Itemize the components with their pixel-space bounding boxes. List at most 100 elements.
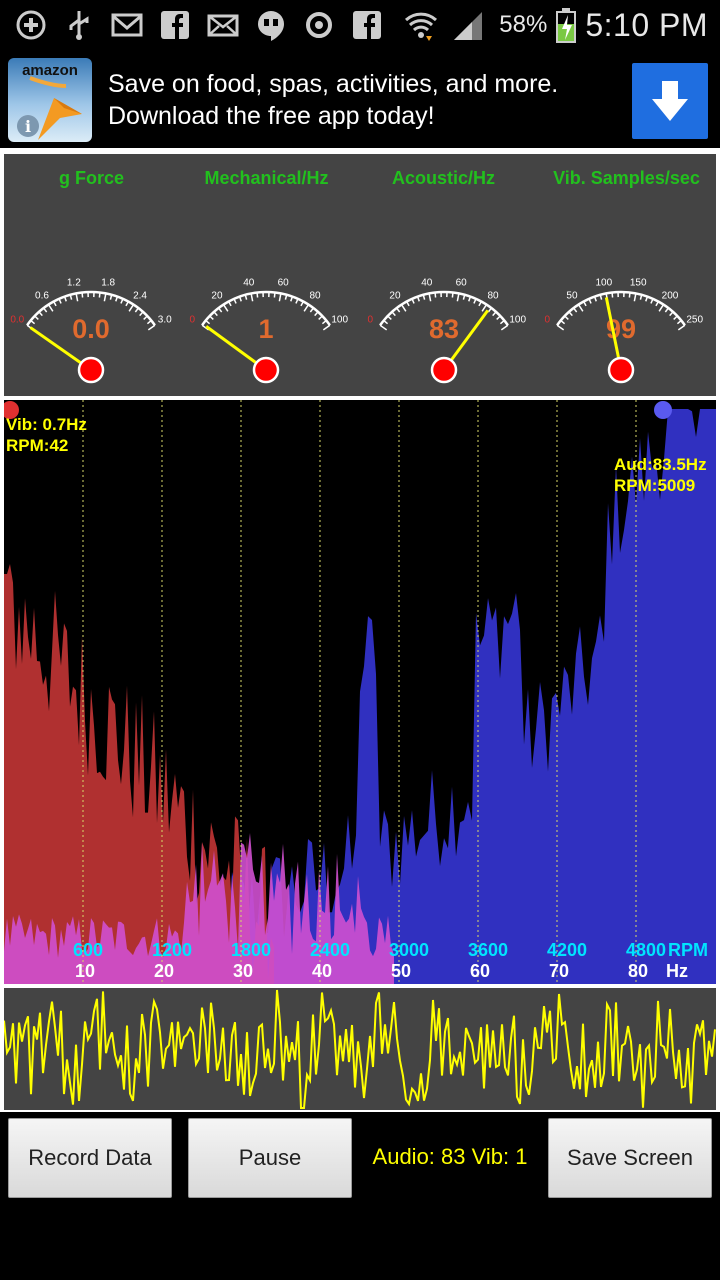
gauge-tick bbox=[34, 315, 39, 321]
gauge-tick bbox=[387, 315, 392, 321]
ad-text[interactable]: Save on food, spas, activities, and more… bbox=[108, 68, 618, 132]
gauge-tick bbox=[391, 311, 396, 317]
gauge-tick bbox=[383, 319, 389, 325]
rpm-tick-label: 2400 bbox=[310, 940, 351, 960]
gauge-tick bbox=[611, 292, 614, 298]
gauge-tick bbox=[481, 304, 488, 312]
gauge-tick-label: 100 bbox=[509, 314, 526, 325]
gauge-tick bbox=[290, 296, 294, 302]
gauge-title-mechanical: Mechanical/Hz bbox=[204, 168, 329, 188]
gauge-tick bbox=[58, 298, 62, 304]
gauge-tick bbox=[125, 301, 129, 307]
hz-unit-label: Hz bbox=[666, 961, 688, 981]
amazon-arrow-icon: i bbox=[17, 76, 82, 140]
gauge-tick bbox=[256, 292, 259, 298]
hz-tick-label: 60 bbox=[470, 961, 491, 981]
download-button[interactable] bbox=[632, 63, 708, 139]
usb-icon bbox=[69, 11, 89, 40]
vib-rpm: RPM:42 bbox=[6, 436, 69, 455]
gauge-tick bbox=[658, 304, 665, 312]
aud-frequency: Aud:83.5Hz bbox=[614, 455, 707, 474]
gauge-tick bbox=[146, 319, 152, 325]
gauge-tick bbox=[128, 304, 135, 312]
hangouts-icon bbox=[258, 11, 284, 41]
gauge-tick bbox=[593, 296, 597, 302]
gauge-tick bbox=[583, 301, 587, 307]
gauge-hub bbox=[252, 356, 280, 384]
rpm-unit-label: RPM bbox=[668, 940, 708, 960]
record-data-button[interactable]: Record Data bbox=[8, 1118, 172, 1198]
gauge-tick-label: 2.4 bbox=[133, 291, 147, 302]
gauge-2: 0 20 40 60 80 100 83 bbox=[367, 278, 527, 384]
gauge-tick bbox=[318, 315, 323, 321]
amazon-app-logo[interactable]: amazon i bbox=[8, 58, 92, 142]
gauge-tick bbox=[411, 298, 415, 304]
gauge-0: 0.0 0.6 1.2 1.8 2.4 3.0 0.0 bbox=[10, 278, 172, 384]
rpm-tick-label: 600 bbox=[73, 940, 104, 960]
ad-line-2: Download the free app today! bbox=[108, 102, 435, 130]
gauge-tick bbox=[303, 304, 310, 312]
gauge-tick bbox=[309, 307, 314, 313]
hz-tick-label: 30 bbox=[233, 961, 254, 981]
gauge-tick bbox=[47, 304, 54, 312]
gauge-tick bbox=[568, 311, 573, 317]
gauge-tick-label: 40 bbox=[421, 278, 433, 289]
aud-rpm: RPM:5009 bbox=[614, 476, 696, 495]
gauge-tick bbox=[499, 319, 505, 325]
gauge-tick-label: 80 bbox=[309, 291, 321, 302]
gauge-tick bbox=[588, 298, 592, 304]
gauge-tick bbox=[428, 293, 432, 302]
status-right: 58% 5:10 PM bbox=[499, 4, 708, 46]
download-arrow-icon bbox=[652, 81, 688, 121]
gauge-tick bbox=[278, 293, 282, 302]
hz-tick-label: 10 bbox=[75, 961, 96, 981]
gauge-tick bbox=[147, 324, 156, 331]
gauge-value: 83 bbox=[429, 314, 459, 344]
gauge-tick bbox=[295, 298, 299, 304]
gauge-tick bbox=[30, 319, 36, 325]
gauge-tick bbox=[115, 296, 119, 302]
waveform-line bbox=[4, 989, 716, 1109]
gauge-tick bbox=[250, 293, 254, 302]
facebook-icon bbox=[161, 11, 189, 39]
gauge-tick bbox=[673, 315, 678, 321]
hz-tick-label: 50 bbox=[391, 961, 412, 981]
gauge-tick bbox=[416, 296, 420, 302]
gauge-tick-label: 60 bbox=[278, 278, 290, 289]
gauge-tick bbox=[314, 311, 319, 317]
gauge-tick bbox=[109, 294, 113, 300]
gauge-tick bbox=[43, 307, 48, 313]
gauge-tick bbox=[396, 307, 401, 313]
gauge-tick bbox=[669, 311, 674, 317]
gauge-tick bbox=[300, 301, 304, 307]
gauge-tick bbox=[462, 294, 466, 300]
gauge-tick bbox=[422, 294, 426, 300]
gauge-tick bbox=[434, 292, 437, 298]
gauge-tick-label: 100 bbox=[331, 314, 348, 325]
gauge-tick bbox=[205, 319, 211, 325]
gauge-tick bbox=[560, 319, 566, 325]
pause-button[interactable]: Pause bbox=[188, 1118, 352, 1198]
gauge-tick-label: 80 bbox=[487, 291, 499, 302]
clock: 5:10 PM bbox=[585, 6, 708, 43]
gauge-tick bbox=[677, 324, 686, 331]
battery-icon bbox=[556, 8, 577, 43]
vib-frequency: Vib: 0.7Hz bbox=[6, 415, 87, 434]
aud-peak-marker bbox=[654, 401, 672, 419]
gauge-tick bbox=[322, 324, 331, 331]
waveform-trace bbox=[4, 989, 716, 1109]
ad-banner[interactable]: amazon i Save on food, spas, activities,… bbox=[0, 50, 720, 148]
overlay-spectrum-area bbox=[4, 833, 394, 984]
gauge-tick-label: 50 bbox=[566, 291, 578, 302]
gauge-tick-label: 40 bbox=[243, 278, 255, 289]
gauge-arc bbox=[556, 290, 686, 326]
gauge-tick-label: 1.8 bbox=[101, 278, 115, 289]
gauge-tick bbox=[556, 324, 565, 331]
gauge-tick bbox=[577, 304, 584, 312]
gauge-tick bbox=[321, 319, 327, 325]
gauge-hub bbox=[77, 356, 105, 384]
gauge-tick bbox=[645, 296, 649, 302]
save-screen-button[interactable]: Save Screen bbox=[548, 1118, 712, 1198]
gauge-tick-label: 60 bbox=[456, 278, 468, 289]
gauges: 0.0 0.6 1.2 1.8 2.4 3.0 0.0 0 20 40 60 80 100 1 0 20 40 6… bbox=[10, 278, 704, 384]
